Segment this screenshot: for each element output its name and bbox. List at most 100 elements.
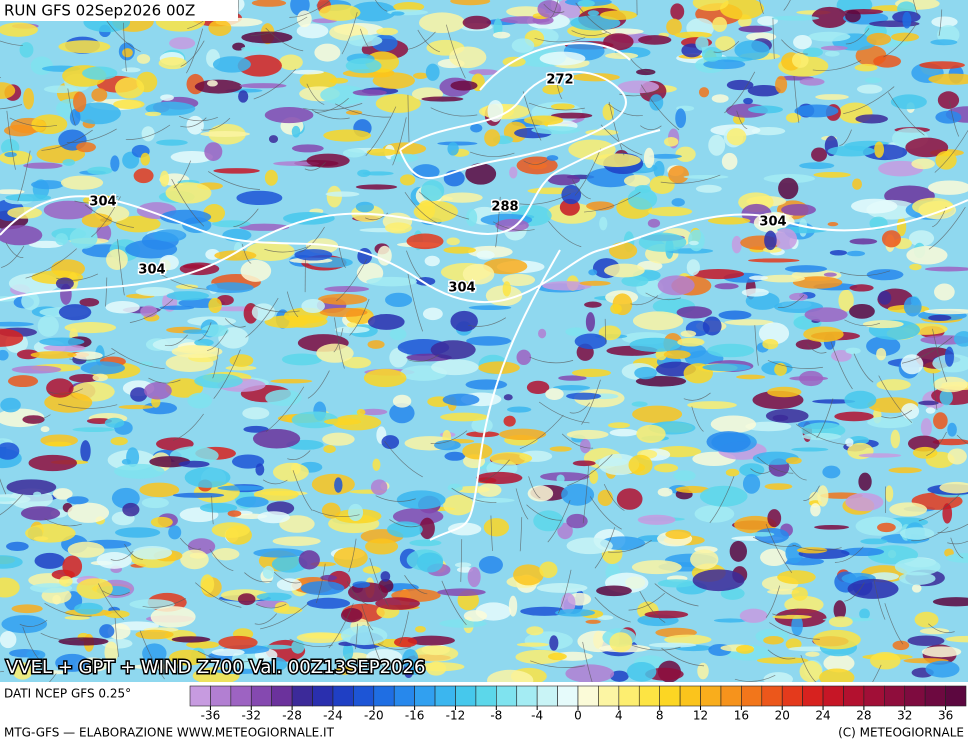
field-patch — [908, 636, 945, 647]
colorbar-tick-label: 4 — [615, 709, 623, 723]
colorbar-swatch — [843, 686, 863, 706]
field-patch — [889, 467, 922, 473]
field-patch — [324, 418, 361, 425]
field-patch — [513, 564, 544, 585]
field-patch — [690, 549, 718, 569]
colorbar-tick-label: -32 — [241, 709, 261, 723]
field-patch — [675, 108, 686, 128]
field-patch — [708, 217, 751, 224]
field-patch — [555, 609, 595, 617]
field-patch — [556, 474, 564, 483]
colorbar-swatch — [517, 686, 537, 706]
field-patch — [743, 474, 760, 494]
field-patch — [604, 264, 645, 278]
field-patch — [824, 272, 837, 276]
contour-label: 304 — [448, 281, 475, 296]
field-patch — [464, 610, 487, 621]
field-patch — [805, 652, 819, 657]
field-patch — [845, 348, 860, 354]
field-patch — [912, 198, 954, 216]
field-patch — [857, 85, 882, 94]
field-patch — [106, 249, 128, 270]
field-patch — [466, 379, 508, 389]
field-patch — [391, 11, 404, 15]
field-patch — [633, 311, 683, 330]
field-patch — [547, 155, 559, 161]
field-patch — [762, 339, 778, 349]
field-patch — [468, 567, 481, 587]
field-patch — [4, 152, 16, 157]
field-patch — [67, 496, 89, 504]
field-patch — [885, 485, 893, 501]
colorbar-swatch — [762, 686, 782, 706]
field-patch — [561, 484, 594, 506]
field-patch — [440, 413, 488, 422]
field-patch — [849, 238, 877, 244]
field-patch — [772, 16, 820, 21]
field-patch — [688, 230, 705, 252]
field-patch — [363, 171, 394, 175]
colorbar-swatch — [190, 686, 210, 706]
field-patch — [356, 202, 374, 213]
field-patch — [29, 455, 77, 471]
field-patch — [817, 485, 828, 506]
field-patch — [736, 375, 765, 380]
field-patch — [323, 129, 371, 141]
field-patch — [808, 32, 850, 42]
field-patch — [179, 461, 210, 468]
field-patch — [270, 379, 312, 383]
field-patch — [680, 330, 696, 337]
colorbar-swatch — [660, 686, 680, 706]
colorbar-tick-label: -24 — [323, 709, 343, 723]
field-patch — [390, 328, 407, 340]
field-patch — [230, 354, 254, 367]
field-patch — [926, 661, 960, 678]
colorbar-swatch — [415, 686, 435, 706]
field-patch — [859, 608, 870, 619]
field-patch — [30, 351, 76, 359]
field-patch — [462, 443, 492, 459]
colorbar-swatch — [741, 686, 761, 706]
field-patch — [677, 306, 713, 318]
field-patch — [742, 288, 769, 296]
field-patch — [273, 463, 309, 482]
field-patch — [169, 37, 195, 49]
field-patch — [858, 473, 871, 491]
field-patch — [265, 107, 314, 123]
field-patch — [218, 636, 257, 649]
field-patch — [845, 10, 861, 22]
field-patch — [825, 51, 840, 57]
field-patch — [21, 506, 60, 520]
field-patch — [443, 247, 476, 254]
field-patch — [845, 493, 883, 511]
field-patch — [803, 326, 843, 342]
field-patch — [168, 525, 181, 539]
field-patch — [789, 376, 828, 381]
field-patch — [367, 340, 384, 349]
field-patch — [585, 620, 600, 624]
field-patch — [373, 72, 415, 88]
colorbar-swatch — [210, 686, 230, 706]
field-patch — [241, 31, 292, 43]
field-patch — [635, 185, 651, 193]
field-patch — [632, 401, 648, 406]
field-patch — [44, 85, 78, 93]
field-patch — [419, 12, 465, 33]
field-patch — [347, 322, 357, 327]
field-patch — [777, 570, 816, 584]
field-patch — [0, 23, 38, 37]
field-patch — [292, 126, 301, 138]
field-patch — [82, 213, 113, 227]
field-patch — [802, 433, 841, 440]
field-patch — [301, 581, 345, 595]
field-patch — [265, 170, 278, 186]
colorbar-tick-label: 20 — [775, 709, 790, 723]
field-patch — [648, 219, 660, 228]
field-patch — [610, 304, 622, 314]
field-patch — [356, 184, 397, 189]
field-patch — [572, 369, 611, 377]
colorbar-swatch — [701, 686, 721, 706]
field-patch — [421, 180, 444, 201]
field-patch — [65, 322, 116, 333]
field-patch — [415, 626, 426, 633]
